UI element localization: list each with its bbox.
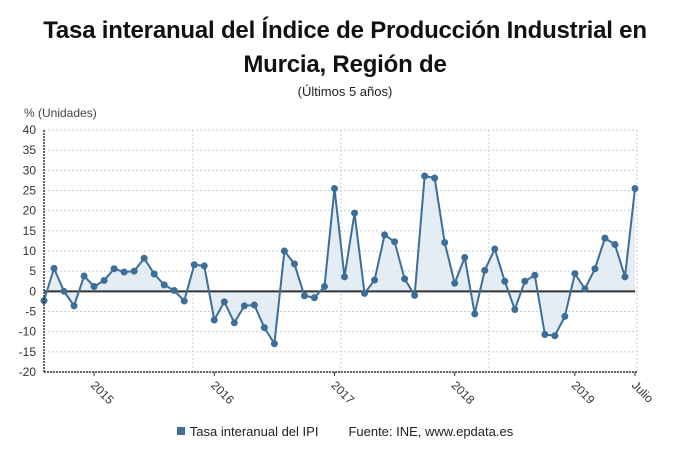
y-tick-label: 35 — [23, 143, 37, 157]
data-point — [260, 324, 268, 332]
data-point — [190, 261, 198, 269]
data-point — [280, 247, 288, 255]
data-point — [501, 277, 509, 285]
data-point — [601, 234, 609, 242]
data-point — [320, 282, 328, 290]
y-axis-label: % (Unidades) — [24, 106, 97, 120]
x-tick-label: 2017 — [328, 378, 357, 407]
chart-title: Tasa interanual del Índice de Producción… — [0, 14, 690, 82]
chart-subtitle: (Últimos 5 años) — [297, 84, 393, 99]
x-tick-label: 2015 — [88, 378, 117, 407]
data-point — [220, 298, 228, 306]
data-point — [60, 287, 68, 295]
data-point — [631, 184, 639, 192]
data-point — [180, 297, 188, 305]
y-tick-label: -5 — [25, 305, 36, 319]
data-point — [511, 305, 519, 313]
y-tick-label: 40 — [23, 123, 37, 137]
y-tick-label: 5 — [29, 264, 36, 278]
data-point — [300, 292, 308, 300]
data-point — [341, 273, 349, 281]
data-point — [50, 264, 58, 272]
area-fill — [44, 175, 635, 344]
chart-title-line2: Murcia, Región de — [243, 51, 447, 78]
data-point — [290, 260, 298, 268]
data-point — [531, 271, 539, 279]
data-point — [150, 270, 158, 278]
source-note: Fuente: INE, www.epdata.es — [348, 424, 514, 439]
data-point — [330, 184, 338, 192]
legend-series-label: Tasa interanual del IPI — [189, 424, 319, 439]
data-point — [351, 209, 359, 217]
data-point — [521, 277, 529, 285]
y-tick-label: 25 — [23, 184, 37, 198]
y-axis-ticks: 40 35 30 25 20 15 10 5 0 -5 -10 -15 -20 — [19, 123, 37, 379]
legend: Tasa interanual del IPI Fuente: INE, www.… — [0, 424, 690, 439]
data-point — [80, 272, 88, 280]
data-point — [230, 319, 238, 327]
data-point — [441, 239, 449, 247]
data-point — [40, 297, 48, 305]
data-point — [140, 254, 148, 262]
y-tick-label: -10 — [19, 325, 37, 339]
data-point — [491, 245, 499, 253]
x-tick-label: 2016 — [208, 378, 237, 407]
y-tick-label: 30 — [23, 163, 37, 177]
data-point — [551, 332, 559, 340]
chart-title-line1: Tasa interanual del Índice de Producción… — [43, 17, 647, 44]
data-point — [571, 270, 579, 278]
legend-swatch-icon — [176, 427, 185, 435]
y-tick-label: 0 — [29, 284, 36, 298]
x-tick-label: 2019 — [569, 378, 598, 407]
grid-lines — [44, 129, 638, 373]
data-point — [581, 285, 589, 293]
data-point — [160, 281, 168, 289]
data-point — [541, 330, 549, 338]
x-tick-label: 2018 — [449, 378, 478, 407]
x-tick-label: Julio — [629, 378, 657, 406]
data-point — [250, 301, 258, 309]
data-point — [170, 287, 178, 295]
x-axis-ticks: 2015 2016 2017 2018 2019 Julio — [88, 372, 656, 407]
data-point — [210, 316, 218, 324]
data-point — [471, 310, 479, 318]
data-point — [371, 276, 379, 284]
data-point — [451, 279, 459, 287]
data-point — [120, 268, 128, 276]
data-point — [270, 340, 278, 348]
y-tick-label: 20 — [23, 204, 37, 218]
data-point — [130, 267, 138, 275]
data-points — [40, 172, 639, 348]
y-tick-label: 10 — [23, 244, 37, 258]
data-point — [110, 265, 118, 273]
y-tick-label: -15 — [19, 345, 37, 359]
data-point — [611, 241, 619, 249]
axes — [43, 130, 637, 373]
data-point — [561, 312, 569, 320]
data-point — [240, 302, 248, 310]
data-point — [70, 302, 78, 310]
data-point — [90, 282, 98, 290]
y-tick-label: 15 — [23, 224, 37, 238]
data-point — [431, 174, 439, 182]
data-point — [100, 276, 108, 284]
data-point — [401, 275, 409, 283]
y-tick-label: -20 — [19, 365, 37, 379]
data-point — [621, 273, 629, 281]
data-point — [391, 238, 399, 246]
data-point — [591, 265, 599, 273]
data-point — [200, 262, 208, 270]
data-point — [481, 266, 489, 274]
data-point — [461, 253, 469, 261]
data-point — [411, 291, 419, 299]
data-point — [421, 172, 429, 180]
data-point — [361, 289, 369, 297]
data-point — [310, 294, 318, 302]
data-point — [381, 231, 389, 239]
